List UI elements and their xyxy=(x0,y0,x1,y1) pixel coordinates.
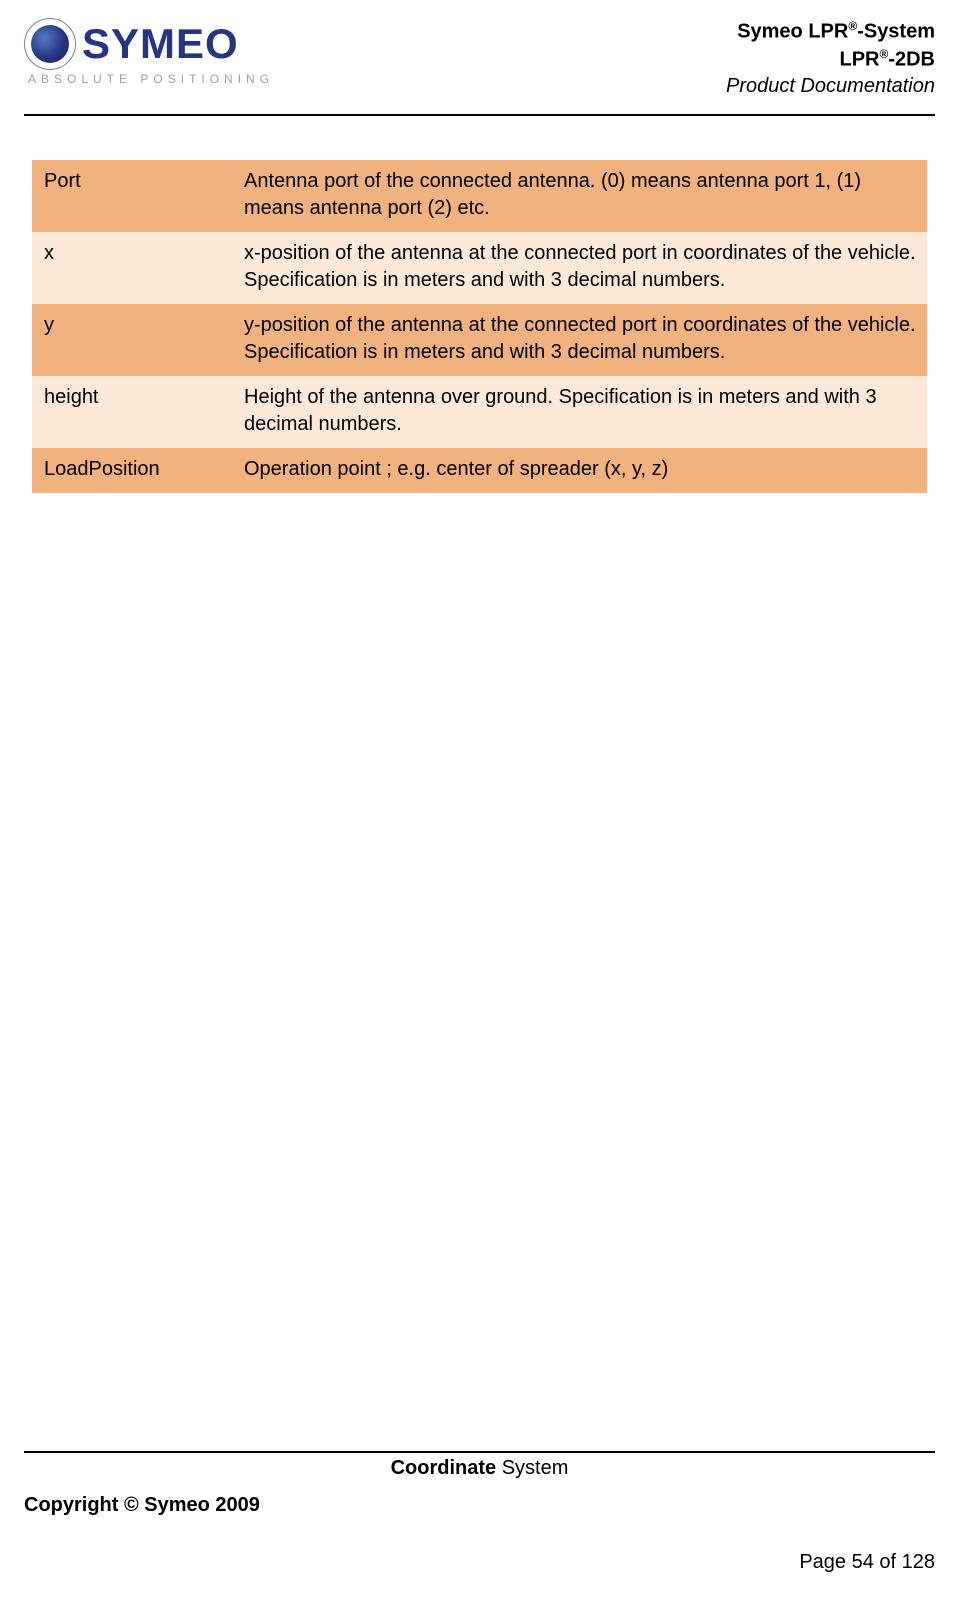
logo-disc-icon xyxy=(24,18,76,70)
hdr1-post: -System xyxy=(857,21,935,43)
hdr2-pre: LPR xyxy=(839,48,879,70)
table-row: xx-position of the antenna at the connec… xyxy=(32,232,927,304)
footer-section: Coordinate System xyxy=(24,1457,935,1480)
logo-tagline: ABSOLUTE POSITIONING xyxy=(24,72,274,86)
header-line-1: Symeo LPR®-System xyxy=(726,18,935,46)
header-titles: Symeo LPR®-System LPR®-2DB Product Docum… xyxy=(726,18,935,100)
table-row: yy-position of the antenna at the connec… xyxy=(32,304,927,376)
logo-row: SYMEO xyxy=(24,18,274,70)
param-key: height xyxy=(32,376,232,448)
page-footer: Coordinate System Copyright © Symeo 2009… xyxy=(24,1451,935,1574)
page: SYMEO ABSOLUTE POSITIONING Symeo LPR®-Sy… xyxy=(0,0,959,1598)
logo-wordmark: SYMEO xyxy=(82,20,239,68)
param-key: Port xyxy=(32,160,232,232)
footer-section-rest: System xyxy=(496,1457,568,1479)
logo-letter-dark: S xyxy=(82,20,111,67)
footer-page-number: Page 54 of 128 xyxy=(24,1551,935,1574)
hdr1-sup: ® xyxy=(848,19,857,33)
footer-copyright: Copyright © Symeo 2009 xyxy=(24,1494,935,1517)
parameters-table: PortAntenna port of the connected antenn… xyxy=(32,160,927,493)
table-row: LoadPositionOperation point ; e.g. cente… xyxy=(32,448,927,493)
hdr2-sup: ® xyxy=(879,47,888,61)
footer-rule xyxy=(24,1451,935,1453)
header-line-3: Product Documentation xyxy=(726,73,935,100)
parameters-tbody: PortAntenna port of the connected antenn… xyxy=(32,160,927,493)
content: PortAntenna port of the connected antenn… xyxy=(24,116,935,493)
header-line-2: LPR®-2DB xyxy=(726,46,935,74)
table-row: heightHeight of the antenna over ground.… xyxy=(32,376,927,448)
param-desc: Height of the antenna over ground. Speci… xyxy=(232,376,927,448)
footer-section-bold: Coordinate xyxy=(391,1457,497,1479)
param-key: LoadPosition xyxy=(32,448,232,493)
logo-disc-fill xyxy=(31,25,69,63)
param-desc: Antenna port of the connected antenna. (… xyxy=(232,160,927,232)
param-key: y xyxy=(32,304,232,376)
logo-letter-rest: YMEO xyxy=(111,20,239,67)
page-header: SYMEO ABSOLUTE POSITIONING Symeo LPR®-Sy… xyxy=(24,18,935,108)
logo: SYMEO ABSOLUTE POSITIONING xyxy=(24,18,274,86)
table-row: PortAntenna port of the connected antenn… xyxy=(32,160,927,232)
param-desc: y-position of the antenna at the connect… xyxy=(232,304,927,376)
param-key: x xyxy=(32,232,232,304)
param-desc: Operation point ; e.g. center of spreade… xyxy=(232,448,927,493)
hdr1-pre: Symeo LPR xyxy=(737,21,848,43)
param-desc: x-position of the antenna at the connect… xyxy=(232,232,927,304)
hdr2-post: -2DB xyxy=(888,48,935,70)
